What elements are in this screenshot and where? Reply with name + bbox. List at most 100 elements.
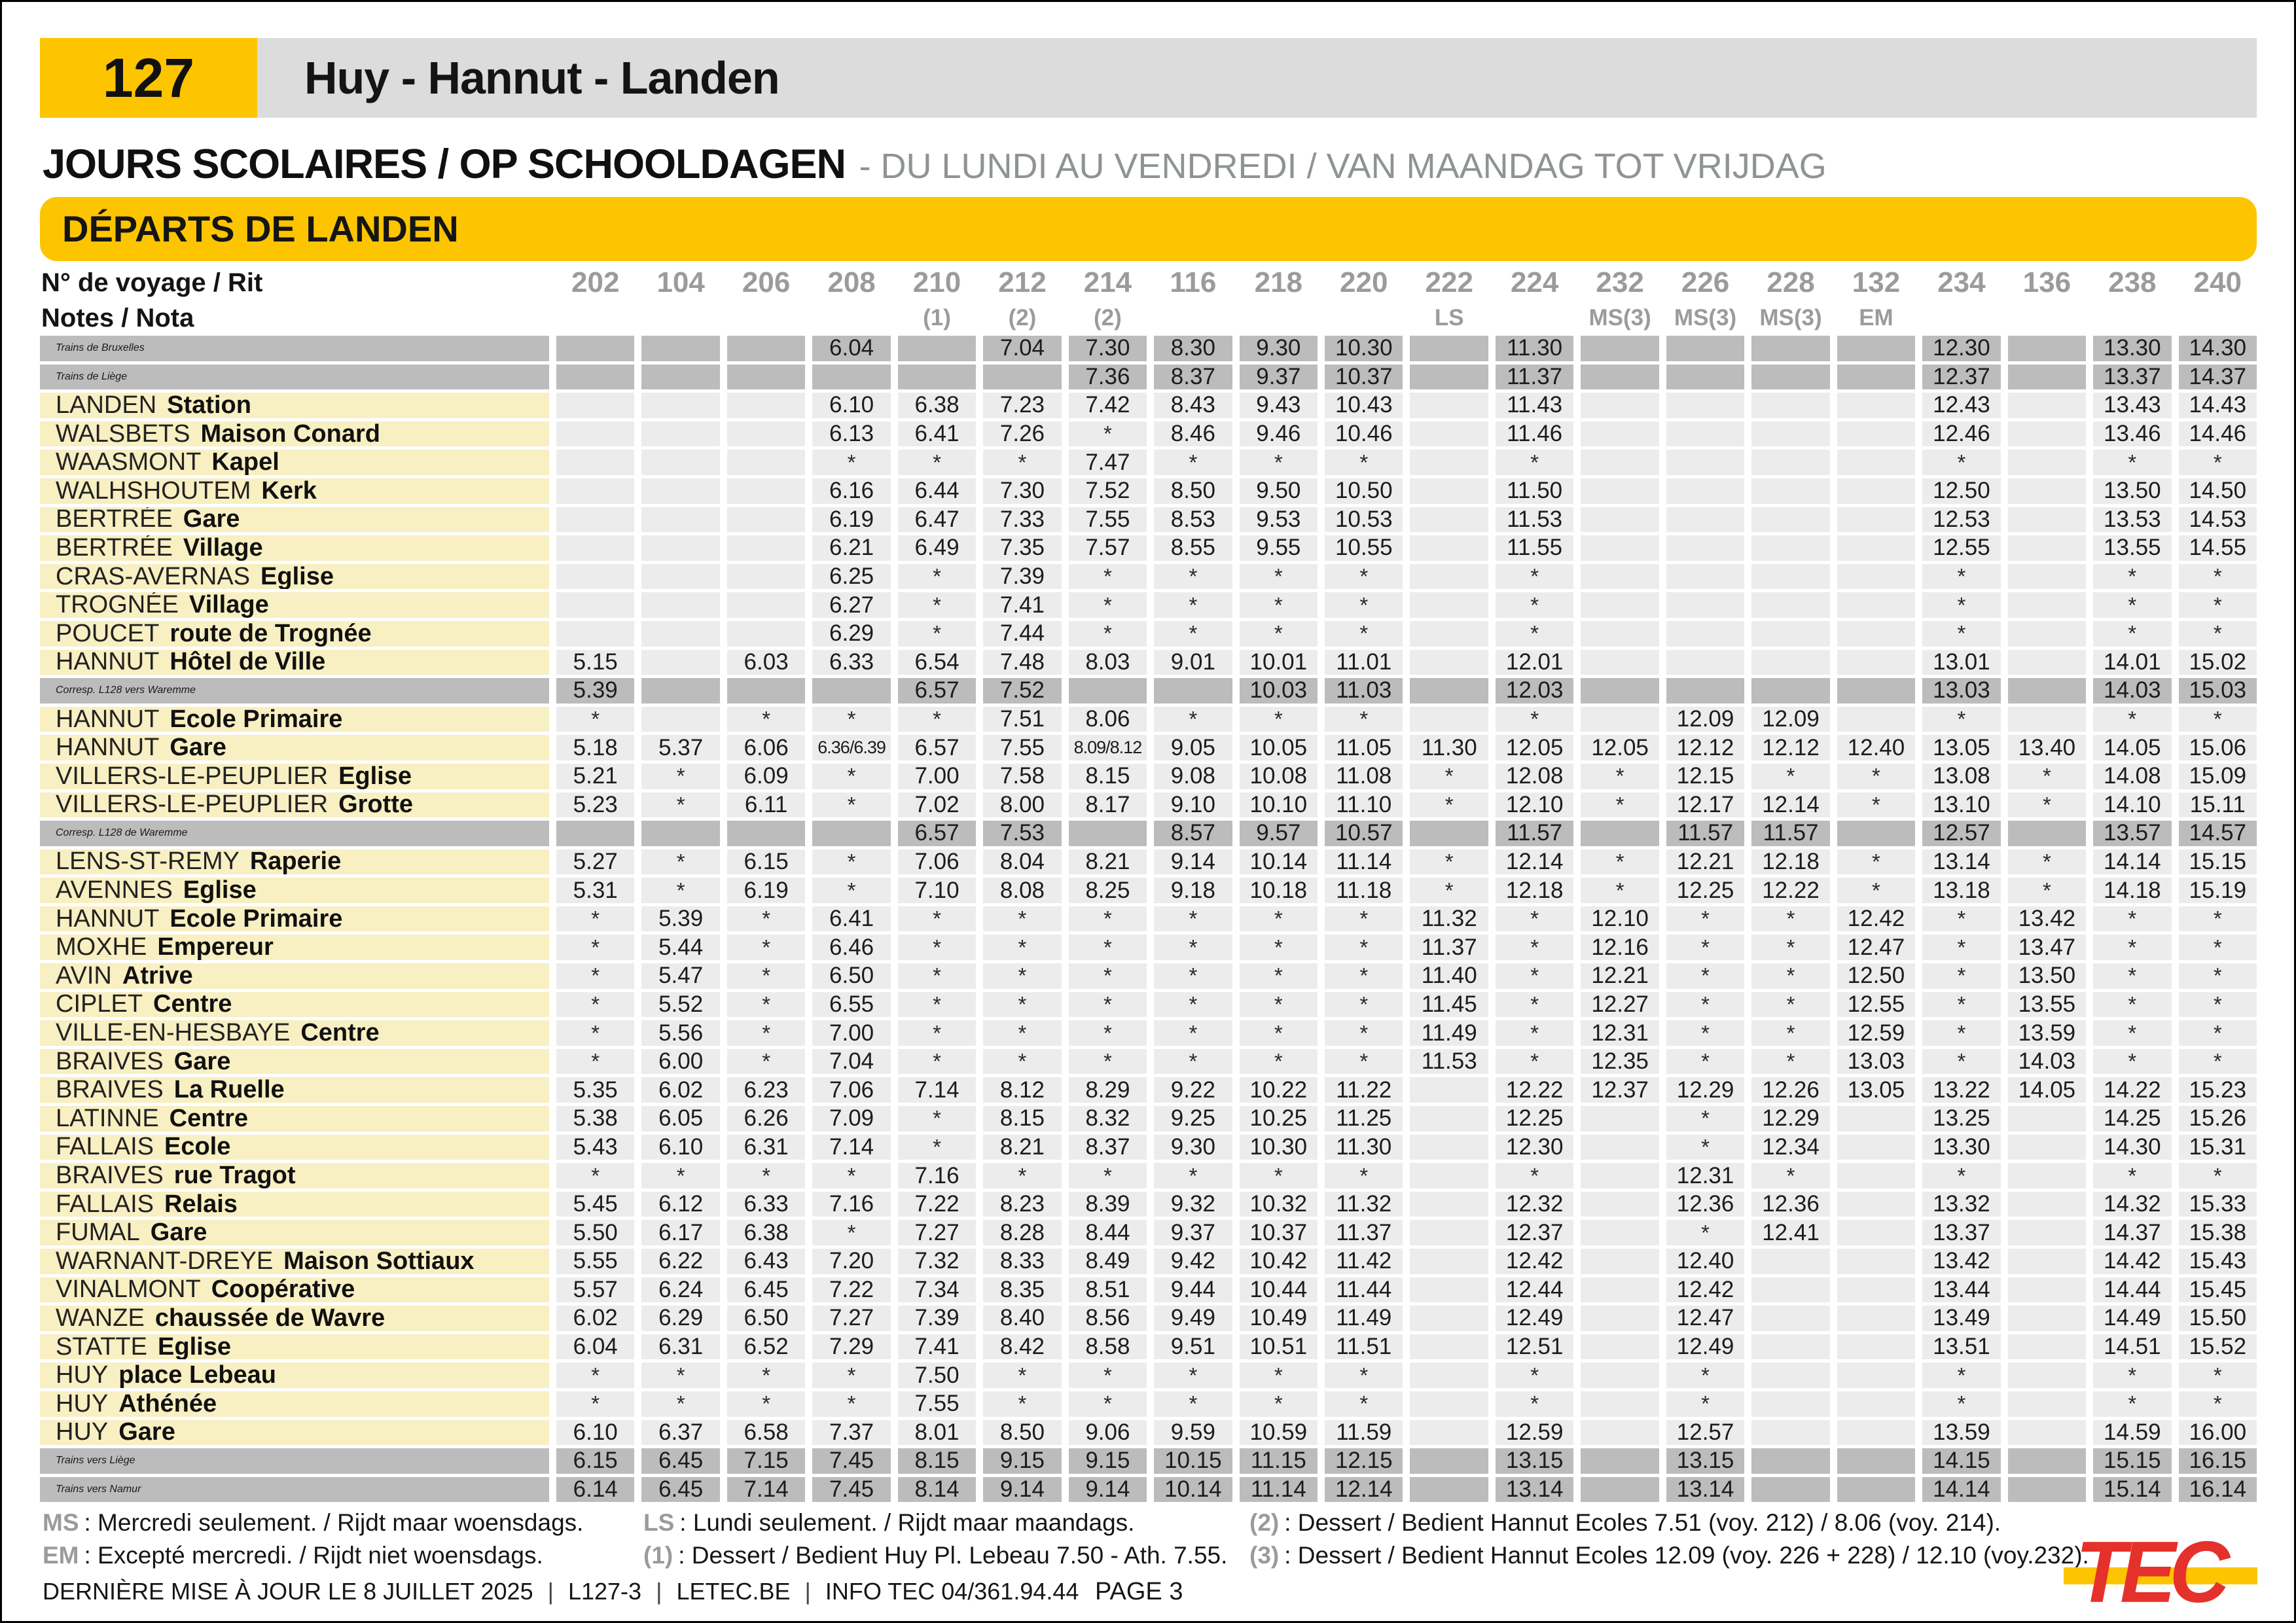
time-cell: * [1325,1363,1403,1388]
stop-detail: Eglise [183,878,257,903]
time-cell [1751,678,1830,704]
stop-place: AVENNES [56,878,173,903]
time-cell: 6.21 [812,535,891,561]
time-cell: * [1495,1048,1574,1075]
tec-logo: TEC [2064,1524,2257,1621]
connection-row-label: Trains vers Namur [40,1476,549,1503]
time-cell: * [1239,963,1318,989]
time-cell: 12.50 [1922,478,2001,504]
time-cell: * [1154,620,1232,647]
time-cell: 12.25 [1495,1105,1574,1132]
time-cell: 12.25 [1666,878,1745,903]
time-cell: 11.05 [1325,735,1403,760]
stop-detail: Atrive [122,963,193,989]
time-cell: 12.30 [1495,1134,1574,1160]
time-cell: 7.55 [983,735,1062,760]
time-cell: * [1581,763,1659,789]
stop-name-cell: STATTE Eglise [40,1334,549,1360]
time-cell: 12.30 [1922,335,2001,361]
time-cell [726,421,806,447]
stop-detail: Centre [300,1020,380,1046]
time-cell: 15.33 [2178,1191,2257,1217]
trip-number: 104 [656,266,705,298]
time-cell: * [812,1163,891,1188]
time-cell [1410,1220,1488,1245]
time-cell: 6.29 [812,620,891,647]
trip-number: 218 [1254,266,1303,298]
time-cell: 6.24 [641,1277,720,1303]
time-cell [1751,450,1830,475]
time-cell: 5.39 [556,677,635,704]
time-cell: 12.26 [1751,1077,1830,1103]
time-cell: 11.53 [1410,1048,1488,1075]
time-cell: * [556,1163,635,1188]
stop-place: HANNUT [56,735,160,760]
time-cell: 15.52 [2178,1334,2257,1360]
legend-item-em: EM: Excepté mercredi. / Rijdt niet woens… [43,1542,543,1569]
time-cell [556,592,635,618]
time-cell: 7.44 [983,620,1062,647]
time-cell: 11.40 [1410,963,1488,989]
time-cell: * [1325,906,1403,932]
time-cell: 10.30 [1325,335,1403,361]
time-cell: * [1239,450,1318,475]
time-cell: 6.25 [812,563,891,590]
time-cell: * [556,706,635,732]
time-cell: 11.57 [1666,820,1745,846]
time-cell: * [2093,1363,2172,1388]
time-cell: * [983,906,1062,932]
time-cell: * [1154,1020,1232,1046]
time-cell: * [2178,1020,2257,1046]
time-cell: 10.42 [1239,1248,1318,1274]
legend-text: : Mercredi seulement. / Rijdt maar woens… [84,1509,584,1536]
stop-place: WANZE [56,1306,145,1331]
time-cell: 12.22 [1495,1077,1574,1103]
time-cell: 9.06 [1068,1419,1147,1446]
time-cell: * [1495,1391,1574,1417]
stop-place: WARNANT-DREYE [56,1249,274,1274]
stop-name-cell: HUY place Lebeau [40,1363,549,1388]
time-cell: * [1922,1391,2001,1417]
time-cell: 11.57 [1495,820,1574,846]
time-cell: * [726,1163,806,1188]
time-cell [1666,535,1745,561]
time-cell: 6.33 [812,649,891,675]
time-cell: 11.46 [1495,421,1574,447]
time-cell: * [2007,792,2087,818]
time-cell: 14.30 [2093,1134,2172,1160]
trip-number: 234 [1937,266,1986,298]
stop-place: FALLAIS [56,1134,154,1160]
stop-name-cell: LENS-ST-REMY Raperie [40,849,549,875]
time-cell [1666,421,1745,447]
time-cell [556,336,635,361]
time-cell [726,450,806,475]
time-cell: 7.22 [812,1277,891,1303]
time-cell: 12.43 [1922,392,2001,418]
time-cell: 6.55 [812,991,891,1018]
time-cell: 7.30 [983,478,1062,504]
time-cell: * [1325,1020,1403,1046]
trip-note [2179,304,2257,332]
time-cell [1410,507,1488,533]
time-cell: 6.50 [812,963,891,989]
info-phone: INFO TEC 04/361.94.44 [825,1578,1079,1605]
time-cell: 14.42 [2093,1248,2172,1274]
stop-place: BRAIVES [56,1163,164,1188]
time-cell: 16.15 [2178,1448,2257,1474]
time-cell: 7.27 [897,1220,977,1245]
time-cell: * [1666,1134,1745,1160]
time-cell: 13.03 [1922,677,2001,704]
footer-bar: DERNIÈRE MISE À JOUR LE 8 JUILLET 2025 | L… [43,1578,1079,1605]
time-cell: 14.10 [2093,792,2172,818]
time-cell: 9.08 [1154,763,1232,789]
time-cell: 7.39 [983,563,1062,590]
time-cell [1410,1448,1488,1474]
time-cell [2007,1363,2087,1388]
time-cell: 10.32 [1239,1191,1318,1217]
time-cell: 7.16 [897,1163,977,1188]
time-cell [1837,1306,1916,1331]
time-cell [1410,1476,1488,1503]
time-cell [1410,706,1488,732]
time-cell: 9.42 [1154,1248,1232,1274]
stop-detail: Grotte [338,792,414,818]
